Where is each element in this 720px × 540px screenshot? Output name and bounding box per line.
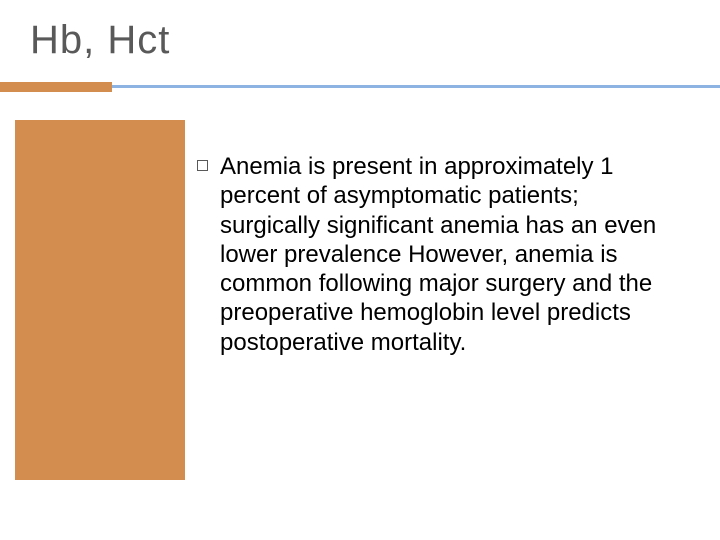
divider-line — [112, 85, 720, 88]
divider-accent — [0, 82, 112, 92]
bullet-item: Anemia is present in approximately 1 per… — [197, 152, 685, 357]
slide-container: Hb, Hct Anemia is present in approximate… — [0, 0, 720, 540]
slide-title: Hb, Hct — [30, 18, 170, 63]
content-area: Anemia is present in approximately 1 per… — [15, 120, 705, 480]
square-bullet-icon — [197, 160, 208, 171]
body-content: Anemia is present in approximately 1 per… — [185, 120, 705, 480]
divider-bar — [0, 82, 720, 92]
bullet-text: Anemia is present in approximately 1 per… — [220, 152, 685, 357]
sidebar-block — [15, 120, 185, 480]
